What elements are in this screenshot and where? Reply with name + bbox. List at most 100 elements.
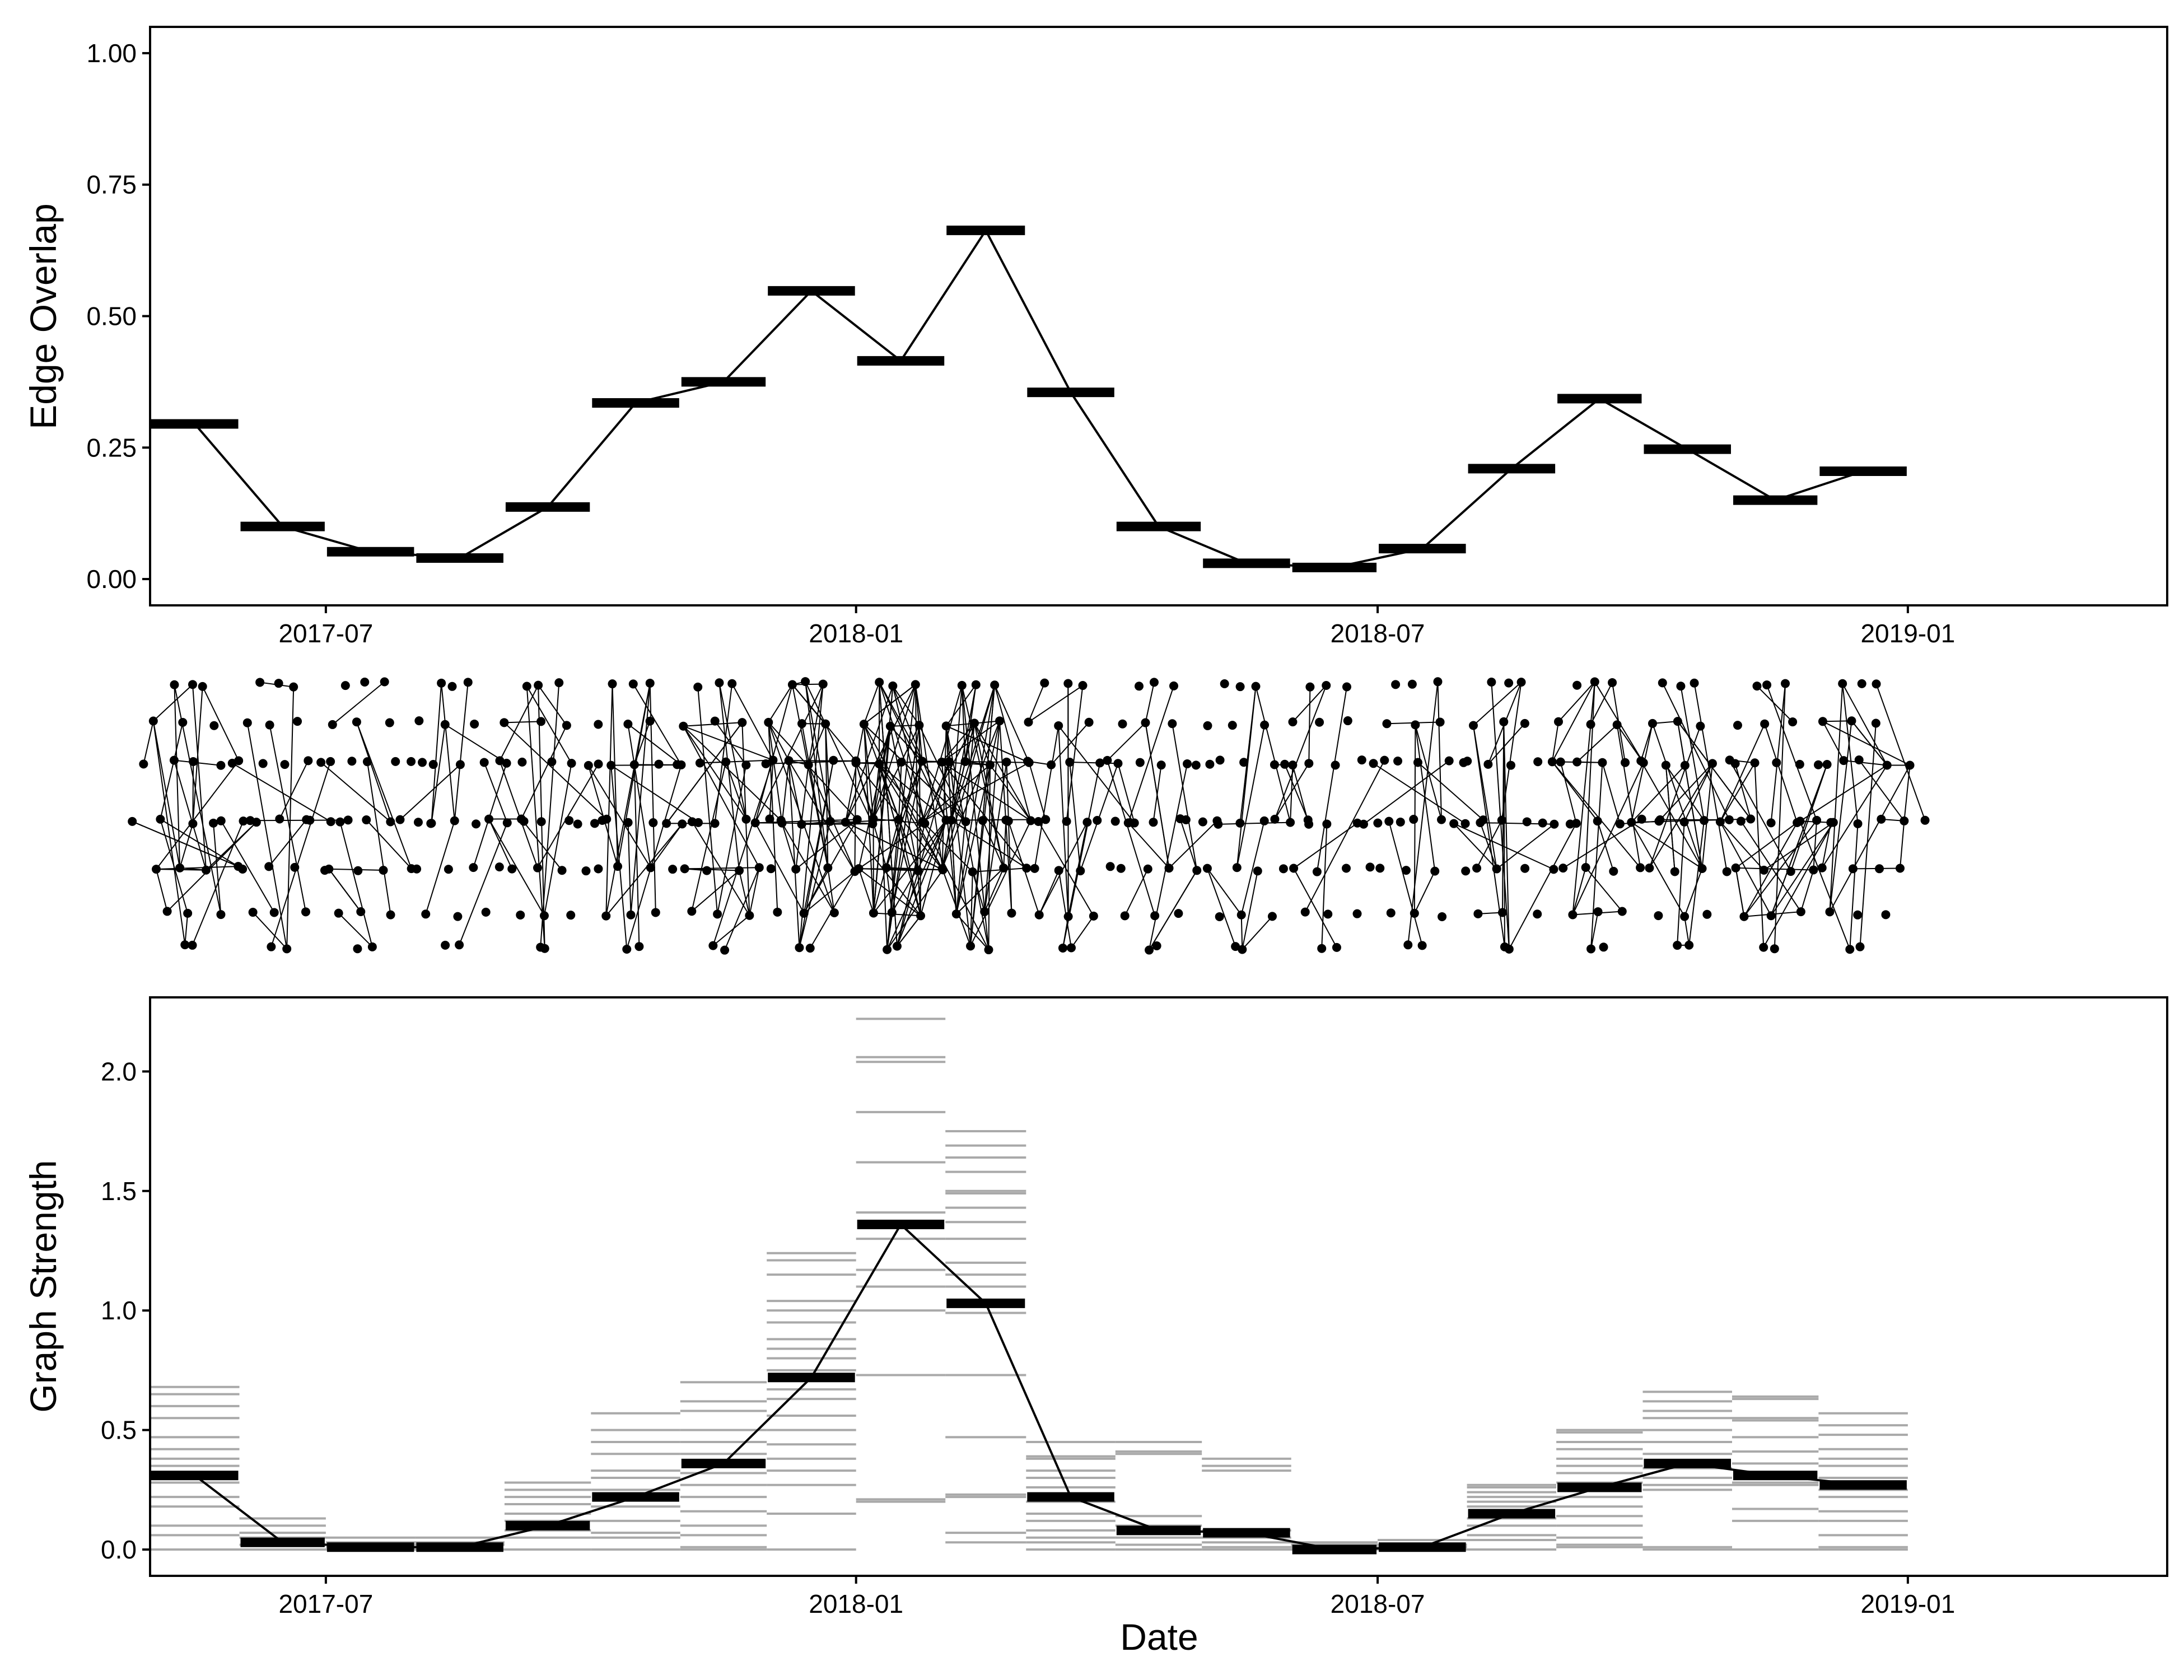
network-node [1267, 912, 1277, 921]
network-node [1590, 677, 1599, 687]
network-node [985, 760, 995, 769]
network-edge [886, 820, 947, 950]
network-node [606, 760, 616, 770]
network-node [968, 867, 977, 876]
network-edge [1316, 687, 1347, 872]
network-node [999, 863, 1009, 872]
network-edge [1145, 682, 1155, 723]
network-node [1707, 759, 1717, 768]
network-node [1393, 757, 1403, 766]
network-edge [1684, 916, 1690, 945]
network-node [1135, 682, 1144, 691]
network-edge [425, 820, 455, 914]
network-node [517, 757, 527, 767]
network-edge [1665, 764, 1705, 821]
network-edge [1640, 723, 1653, 762]
network-node [1736, 816, 1746, 826]
network-node [1621, 758, 1630, 767]
network-edge [914, 684, 919, 871]
network-node [841, 818, 850, 827]
network-graph [1093, 678, 1222, 955]
network-edge [152, 721, 186, 945]
network-edge [1407, 682, 1439, 945]
network-node [654, 759, 664, 769]
network-node [1733, 721, 1742, 730]
network-node [427, 819, 436, 828]
network-node [1103, 755, 1112, 765]
network-edge [1800, 820, 1831, 823]
network-edge [955, 764, 991, 914]
network-node [1796, 907, 1805, 917]
network-edge [712, 914, 750, 946]
network-graph [1449, 678, 1581, 954]
network-edge [328, 869, 362, 912]
network-edge [1415, 725, 1442, 820]
network-edge [610, 765, 628, 950]
network-node [227, 758, 237, 768]
network-node [1286, 818, 1295, 827]
network-node [1547, 757, 1557, 767]
network-node [1169, 681, 1178, 690]
network-node [1220, 679, 1229, 688]
network-edge [781, 823, 797, 870]
network-edge [499, 685, 539, 761]
graph-strength-panel: 0.00.51.01.52.0 2017-07 2018-01 2018-07 201… [22, 996, 2168, 1658]
network-edge [863, 724, 874, 913]
network-edge [1308, 687, 1311, 764]
network-node [1702, 909, 1712, 919]
network-edge [754, 684, 793, 823]
network-node [1396, 817, 1405, 827]
network-edge [1242, 916, 1273, 950]
network-node [1599, 942, 1608, 952]
network-edge [989, 721, 1000, 766]
network-node [581, 866, 591, 876]
network-node [1473, 909, 1483, 918]
network-edge [1552, 761, 1598, 822]
network-edge [1859, 723, 1877, 947]
network-edge [805, 681, 829, 868]
network-node [1809, 865, 1818, 875]
network-node [1612, 720, 1622, 730]
network-edge [1719, 821, 1772, 916]
network-edge [1562, 818, 1642, 869]
network-node [391, 757, 400, 766]
network-edge [1034, 725, 1060, 869]
network-node [1089, 911, 1098, 921]
network-edge [366, 762, 391, 915]
network-edge [941, 762, 1032, 822]
network-node [1839, 756, 1849, 766]
network-node [1572, 757, 1582, 767]
network-node [911, 680, 920, 689]
network-node [1149, 818, 1158, 827]
network-node [1483, 759, 1493, 769]
network-node [1270, 814, 1280, 824]
network-edge [897, 915, 921, 947]
network-node [745, 911, 754, 920]
network-node [1093, 816, 1102, 825]
network-edge [1107, 760, 1156, 916]
network-node [887, 908, 897, 917]
network-edge [804, 871, 856, 914]
network-edge [503, 722, 607, 820]
network-node [469, 863, 478, 872]
network-node [1228, 721, 1237, 730]
network-edge [808, 684, 824, 765]
network-node [937, 757, 946, 767]
network-node [1826, 818, 1836, 827]
network-node [267, 942, 276, 951]
network-node [1900, 816, 1909, 825]
network-edge [179, 823, 194, 869]
network-edge [879, 682, 926, 824]
network-node [1380, 755, 1389, 765]
network-node [188, 680, 197, 689]
network-edge [873, 912, 921, 917]
network-node [264, 862, 274, 871]
network-edge [1677, 721, 1751, 820]
network-edge [627, 822, 632, 915]
network-edge [173, 760, 207, 871]
network-node [289, 682, 298, 692]
network-edge [864, 724, 967, 823]
network-node [1680, 912, 1690, 921]
network-node [966, 941, 976, 951]
network-node [502, 758, 511, 768]
